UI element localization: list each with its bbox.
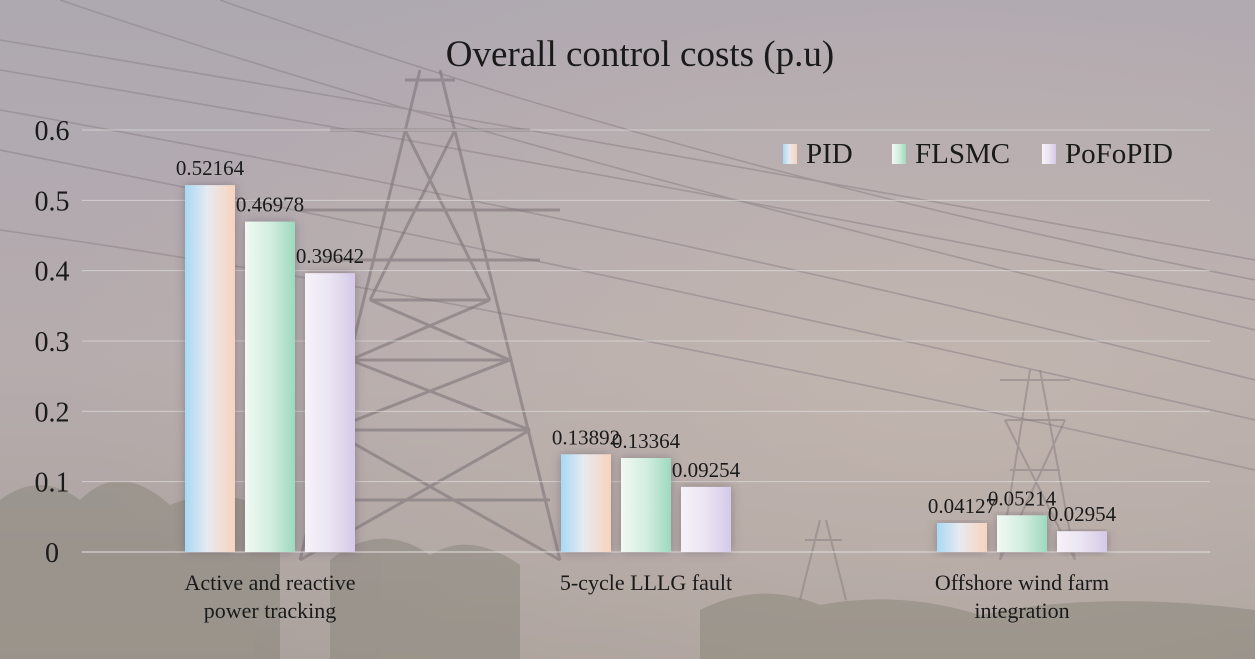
y-tick-label: 0.2 — [35, 397, 70, 428]
x-category-label: power tracking — [204, 598, 337, 623]
y-tick-label: 0 — [45, 538, 59, 569]
legend-swatch-flsmc — [892, 144, 906, 164]
bar-pofopid-0 — [305, 273, 355, 552]
data-label: 0.46978 — [236, 193, 304, 217]
bar-pid-2 — [937, 522, 987, 552]
x-category-label: 5-cycle LLLG fault — [560, 570, 732, 595]
y-tick-label: 0.4 — [35, 257, 70, 288]
legend-label-pid: PID — [806, 138, 853, 170]
bars — [185, 185, 1107, 552]
legend-swatch-pofopid — [1042, 144, 1056, 164]
x-category-label: integration — [974, 598, 1069, 623]
legend-label-pofopid: PoFoPID — [1065, 138, 1173, 170]
y-tick-label: 0.6 — [35, 116, 70, 147]
labels: 0 0.1 0.2 0.3 0.4 0.5 0.6 0.52164 0.46978 0.39642… — [35, 116, 1117, 623]
data-label: 0.52164 — [176, 156, 245, 180]
x-category-label: Active and reactive — [184, 570, 355, 595]
bar-pid-0 — [185, 185, 235, 552]
data-label: 0.39642 — [296, 244, 364, 268]
data-label: 0.13364 — [612, 429, 681, 453]
bar-flsmc-2 — [997, 515, 1047, 552]
bar-flsmc-0 — [245, 221, 295, 552]
bar-pofopid-2 — [1057, 531, 1107, 552]
x-category-label: Offshore wind farm — [935, 570, 1109, 595]
distant-tower — [799, 369, 1076, 601]
y-tick-label: 0.1 — [35, 468, 70, 499]
bar-pofopid-1 — [681, 486, 731, 552]
data-label: 0.09254 — [672, 458, 741, 482]
legend: PID FLSMC PoFoPID — [783, 138, 1173, 170]
data-label: 0.13892 — [552, 425, 620, 449]
y-tick-label: 0.5 — [35, 186, 70, 217]
legend-swatch-pid — [783, 144, 797, 164]
power-lines — [0, 0, 1255, 471]
data-label: 0.04127 — [928, 494, 996, 518]
chart-title: Overall control costs (p.u) — [446, 34, 834, 75]
legend-label-flsmc: FLSMC — [915, 138, 1010, 170]
data-label: 0.02954 — [1048, 502, 1117, 526]
bar-pid-1 — [561, 454, 611, 552]
y-tick-label: 0.3 — [35, 327, 70, 358]
data-label: 0.05214 — [988, 486, 1057, 510]
bar-flsmc-1 — [621, 458, 671, 552]
